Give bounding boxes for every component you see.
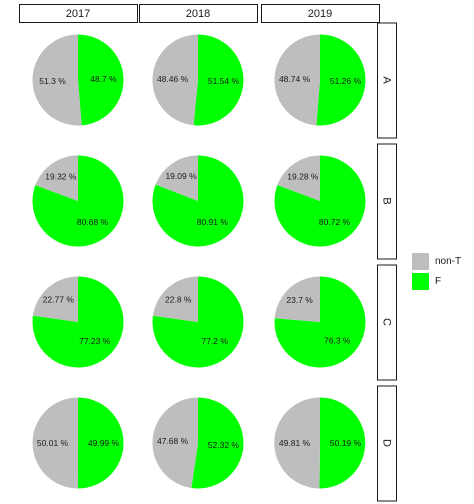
pie-slice-label: 80.68 % — [77, 217, 109, 227]
pie-slice-label: 80.91 % — [197, 217, 229, 227]
pie-slice-f — [274, 276, 366, 368]
pie-slice-non-t — [155, 155, 198, 201]
row-strip-label: B — [381, 197, 393, 204]
pie-slice-label: 48.7 % — [90, 74, 117, 84]
pie-panel-b-2018: 80.91 % 19.09 % — [152, 155, 244, 247]
pie-slice-label: 80.72 % — [319, 217, 351, 227]
pie-slice-f — [191, 397, 244, 489]
pie-panel-a-2017: 48.7 % 51.3 % — [32, 34, 124, 126]
column-strips: 2017 2018 2019 — [19, 4, 380, 23]
pie-slice-label: 51.3 % — [39, 76, 66, 86]
pie-slice-label: 48.46 % — [157, 74, 189, 84]
pie-panel-b-2017: 80.68 % 19.32 % — [32, 155, 124, 247]
pie-panel-d-2017: 49.99 % 50.01 % — [32, 397, 124, 489]
pie-slice-label: 50.19 % — [330, 438, 362, 448]
pie-slice-label: 19.28 % — [287, 171, 319, 181]
pie-slice-label: 76.3 % — [324, 336, 351, 346]
pie-slice-non-t — [274, 276, 320, 322]
row-strip-label: C — [381, 318, 393, 326]
pie-panel-d-2018: 52.32 % 47.68 % — [152, 397, 244, 489]
pie-slice-label: 47.68 % — [157, 436, 189, 446]
pie-slice-non-t — [32, 397, 79, 489]
row-strip-box — [377, 264, 397, 381]
pie-panel-b-2019: 80.72 % 19.28 % — [274, 155, 366, 247]
pie-slice-non-t — [32, 276, 78, 322]
pie-panel-a-2019: 51.26 % 48.74 % — [274, 34, 366, 126]
legend-label: non-T — [435, 256, 461, 267]
pie-slice-label: 51.26 % — [330, 76, 362, 86]
pie-panel-a-2018: 51.54 % 48.46 % — [152, 34, 244, 126]
pie-slice-non-t — [32, 34, 82, 126]
row-strip-box — [377, 385, 397, 502]
pie-slice-label: 22.8 % — [165, 294, 192, 304]
pie-slice-f — [319, 397, 366, 489]
pie-slice-label: 77.2 % — [201, 336, 228, 346]
pie-slice-f — [152, 155, 244, 247]
pie-panel-c-2017: 77.23 % 22.77 % — [32, 276, 124, 368]
column-strip-label: 2019 — [308, 8, 332, 20]
pie-slice-label: 49.81 % — [279, 438, 311, 448]
pie-slice-label: 49.99 % — [88, 438, 120, 448]
row-strip-label: D — [381, 439, 393, 447]
pie-slice-non-t — [277, 155, 320, 201]
pie-slice-label: 51.54 % — [208, 76, 240, 86]
pie-slice-non-t — [35, 155, 78, 201]
pie-slice-label: 19.09 % — [165, 171, 197, 181]
pie-slice-f — [32, 276, 124, 368]
column-strip-box — [139, 4, 258, 23]
pie-slice-f — [152, 276, 244, 368]
column-strip-label: 2018 — [186, 8, 210, 20]
pie-slice-label: 50.01 % — [37, 438, 69, 448]
legend-key-f — [412, 273, 429, 290]
pie-slice-f — [193, 34, 244, 126]
pie-slice-non-t — [152, 34, 198, 126]
pie-slice-label: 52.32 % — [208, 440, 240, 450]
legend: non-T F — [412, 253, 461, 290]
pie-slice-label: 77.23 % — [79, 336, 111, 346]
pie-slice-label: 19.32 % — [45, 171, 77, 181]
pie-slice-label: 23.7 % — [286, 295, 313, 305]
column-strip-box — [19, 4, 138, 23]
legend-key-non-t — [412, 253, 429, 270]
pie-slice-f — [316, 34, 366, 126]
pie-panel-c-2018: 77.2 % 22.8 % — [152, 276, 244, 368]
pie-slice-f — [274, 155, 366, 247]
column-strip-label: 2017 — [66, 8, 90, 20]
pie-slice-f — [78, 397, 124, 489]
row-strip-box — [377, 143, 397, 260]
row-strips: A B C D — [377, 22, 397, 502]
row-strip-label: A — [381, 76, 393, 84]
pie-slice-label: 48.74 % — [279, 74, 311, 84]
pie-slice-f — [78, 34, 124, 126]
legend-label: F — [435, 276, 441, 287]
column-strip-box — [261, 4, 380, 23]
pie-slice-non-t — [152, 276, 198, 322]
pie-slice-label: 22.77 % — [43, 294, 75, 304]
pie-panels: 48.7 % 51.3 % 51.54 % 48.46 % 51.26 % 48.74 %… — [32, 34, 366, 489]
pie-slice-non-t — [274, 34, 320, 126]
row-strip-box — [377, 22, 397, 139]
pie-panel-d-2019: 50.19 % 49.81 % — [274, 397, 366, 489]
pie-slice-non-t — [274, 397, 320, 489]
pie-panel-c-2019: 76.3 % 23.7 % — [274, 276, 366, 368]
pie-slice-non-t — [152, 397, 198, 489]
pie-slice-f — [32, 155, 124, 247]
